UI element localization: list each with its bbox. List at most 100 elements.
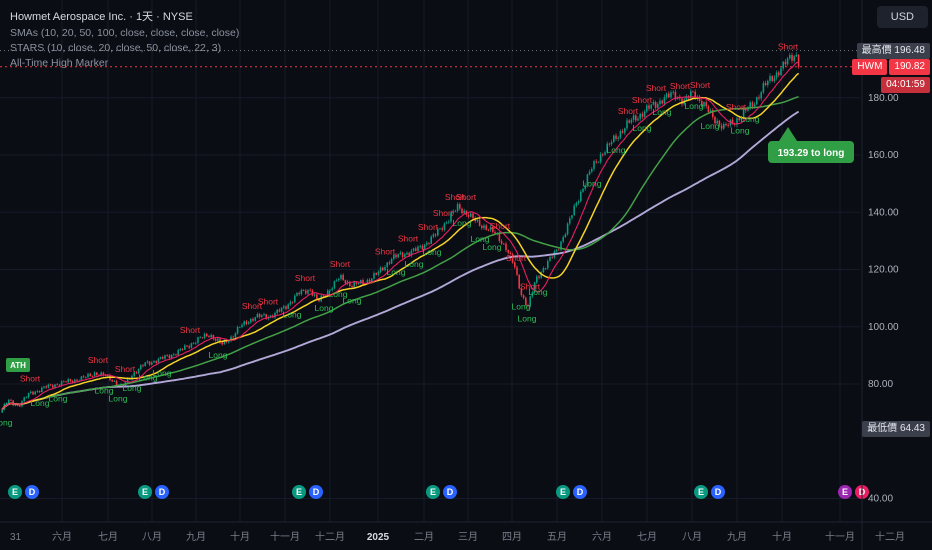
long-marker: Long [95,386,114,396]
indicator-stars[interactable]: STARS (10, close, 20, close, 50, close, … [10,42,222,54]
low-price-value: 64.43 [899,423,925,434]
short-marker: Short [180,325,201,335]
indicator-smas[interactable]: SMAs (10, 20, 50, 100, close, close, clo… [10,27,240,39]
time-axis-label: 十一月 [270,530,300,543]
long-marker: Long [483,242,502,252]
price-tick-label: 100.00 [868,322,899,333]
last-price-badge: 190.82 [889,59,930,75]
short-marker: Short [88,355,109,365]
event-badge-letter: E [12,487,18,497]
event-badge-e[interactable] [694,485,708,499]
event-badge-d[interactable] [309,485,323,499]
time-axis-label: 七月 [637,531,657,543]
short-marker: Short [418,222,439,232]
price-axis[interactable]: 180.00 160.00 140.00 120.00 100.00 80.00 40.00 [868,93,899,505]
long-marker: Long [512,301,531,311]
event-badge-letter: E [842,487,848,497]
long-marker: Long [529,287,548,297]
long-marker: Long [283,310,302,320]
time-axis-label: 九月 [186,531,206,543]
short-marker: Short [456,192,477,202]
long-marker: Long [471,234,490,244]
long-marker: Long [0,417,13,427]
candles-layer [1,52,800,413]
short-marker: Short [398,234,419,244]
trade-markers-layer: ShortShortShortShortShortShortShortShort… [0,42,799,428]
short-marker: Short [490,221,511,231]
to-long-callout[interactable]: 193.29 to long [768,127,854,163]
event-badge-e[interactable] [138,485,152,499]
high-price-value: 196.48 [894,45,925,56]
long-marker: Long [701,121,720,131]
long-marker: Long [518,314,537,324]
currency-button[interactable]: USD [876,6,928,28]
time-axis-label: 三月 [458,531,478,543]
event-badge-e[interactable] [8,485,22,499]
time-axis-label: 六月 [592,531,612,543]
event-badge-e[interactable] [838,485,852,499]
event-badge-d[interactable] [155,485,169,499]
event-badge-d[interactable] [573,485,587,499]
event-badge-letter: D [447,487,454,497]
high-price-badge-row: 最高價 196.48 [856,43,930,59]
short-marker: Short [520,281,541,291]
indicator-ath-marker[interactable]: All-Time High Marker [10,57,109,69]
event-badge-letter: D [577,487,584,497]
event-badge-letter: E [698,487,704,497]
short-marker: Short [20,374,41,384]
event-badge-d[interactable] [443,485,457,499]
long-marker: Long [731,126,750,136]
event-badge-letter: E [560,487,566,497]
sma-10-line [1,61,799,410]
sma-100-line [1,110,800,411]
short-marker: Short [632,95,653,105]
high-price-badge: 最高價 196.48 [856,43,930,59]
symbol-title[interactable]: Howmet Aerospace Inc. · 1天 · NYSE [10,11,193,23]
event-badge-e[interactable] [556,485,570,499]
time-axis-label: 十月 [230,530,250,543]
long-marker: Long [31,398,50,408]
short-marker: Short [726,102,747,112]
ath-marker-badge: ATH [6,358,30,372]
symbol-tag: HWM [852,59,888,75]
time-axis-label: 2025 [367,532,390,543]
short-marker: Short [506,253,527,263]
low-price-badge: 最低價 64.43 [862,421,930,437]
to-long-callout-text: 193.29 to long [778,148,845,159]
short-marker: Short [445,192,466,202]
time-axis-label: 十二月 [315,530,345,543]
time-axis-label: 九月 [727,531,747,543]
time-axis-label: 十二月 [875,530,905,543]
short-marker: Short [670,81,691,91]
long-marker: Long [583,178,602,188]
long-marker: Long [329,289,348,299]
event-badge-d[interactable] [711,485,725,499]
short-marker: Short [258,297,279,307]
event-badge-e[interactable] [292,485,306,499]
time-axis[interactable]: 六月 七月 八月 九月 十月 十一月 十二月 2025 二月 三月 四月 五月 六月 七月 八月 九月 十月 十一… [10,530,905,543]
time-axis-label: 四月 [502,531,522,543]
event-badge-e[interactable] [426,485,440,499]
short-marker: Short [330,259,351,269]
long-marker: Long [139,372,158,382]
time-axis-label: 八月 [142,531,162,543]
chart-legend: Howmet Aerospace Inc. · 1天 · NYSE SMAs (… [10,8,239,72]
event-badge-letter: D [159,487,166,497]
event-badge-letter: E [296,487,302,497]
event-badge-letter: D [313,487,320,497]
low-price-label: 最低價 [867,423,898,434]
countdown-badge-row: 04:01:59 [881,77,930,93]
sma-20-line [1,72,800,410]
long-marker: Long [633,123,652,133]
time-axis-label: 六月 [52,531,72,543]
event-badge-d[interactable] [25,485,39,499]
